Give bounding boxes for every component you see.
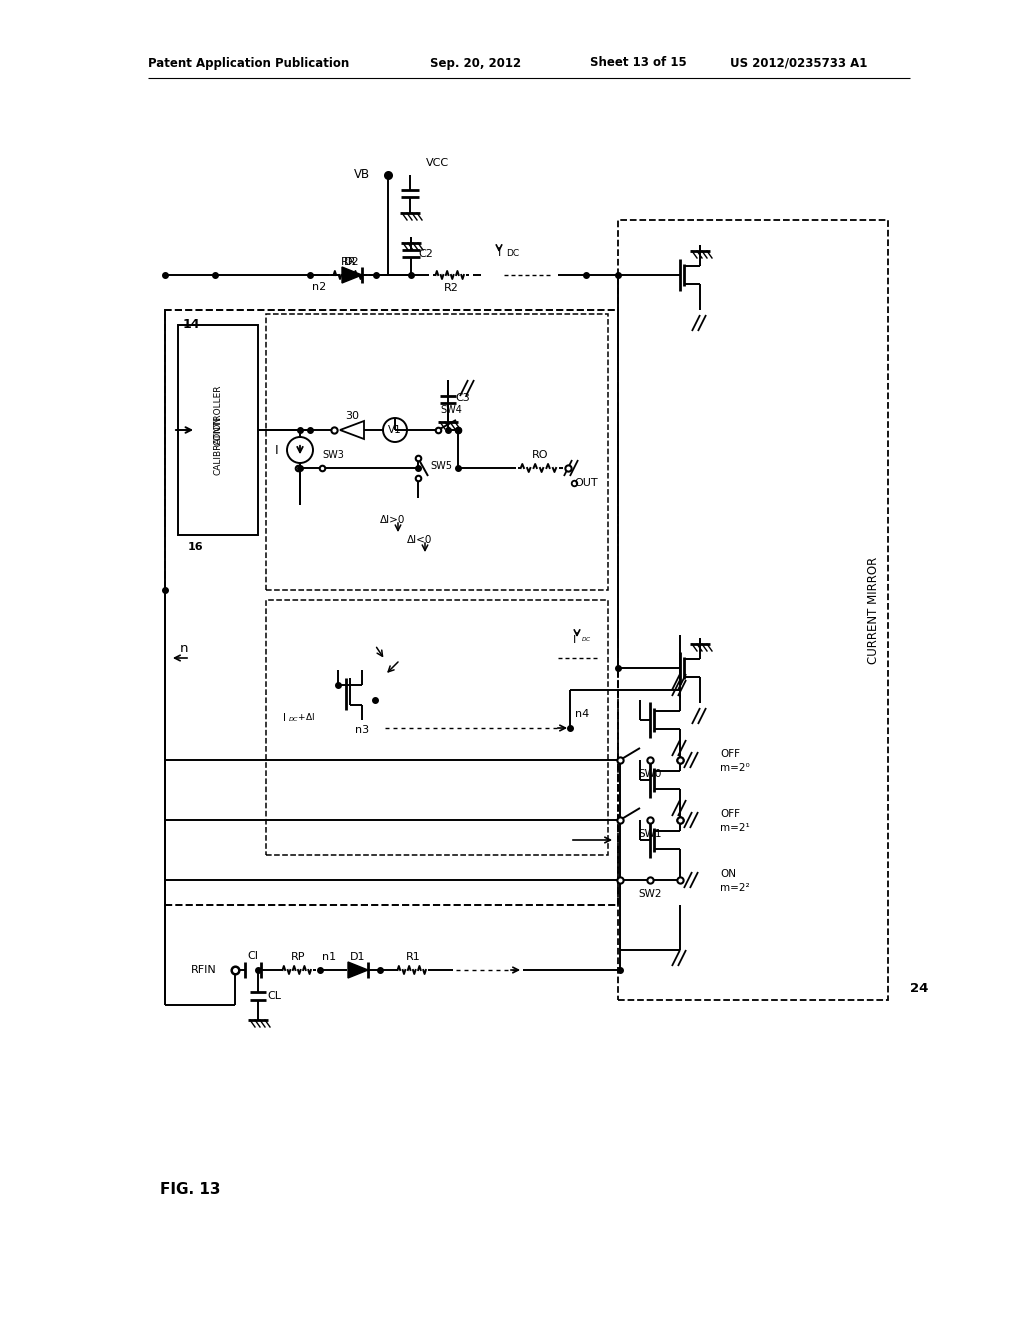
Text: RP: RP — [291, 952, 305, 962]
Text: CURRENT MIRROR: CURRENT MIRROR — [867, 556, 880, 664]
Bar — [178, 325, 258, 535]
Text: OUT: OUT — [574, 478, 598, 488]
Bar — [266, 314, 608, 590]
Text: 14: 14 — [183, 318, 201, 330]
Text: RO: RO — [531, 450, 548, 459]
Text: 16: 16 — [188, 543, 204, 552]
Text: FIG. 13: FIG. 13 — [160, 1183, 220, 1197]
Text: D2: D2 — [344, 257, 359, 267]
Text: I: I — [573, 635, 577, 645]
Text: Sheet 13 of 15: Sheet 13 of 15 — [590, 57, 687, 70]
Bar — [266, 601, 608, 855]
Text: 24: 24 — [910, 982, 929, 994]
Text: CONTROLLER: CONTROLLER — [213, 384, 222, 445]
Bar — [618, 220, 888, 1001]
Text: m=2⁰: m=2⁰ — [720, 763, 750, 774]
Text: RFIN: RFIN — [191, 965, 217, 975]
Text: m=2¹: m=2¹ — [720, 822, 750, 833]
Text: SW5: SW5 — [430, 461, 452, 471]
Text: US 2012/0235733 A1: US 2012/0235733 A1 — [730, 57, 867, 70]
Text: n4: n4 — [575, 709, 589, 719]
Text: CALIBRATION: CALIBRATION — [213, 416, 222, 475]
Text: Patent Application Publication: Patent Application Publication — [148, 57, 349, 70]
Text: m=2²: m=2² — [720, 883, 750, 894]
Text: n: n — [180, 642, 188, 655]
Text: SW1: SW1 — [638, 829, 662, 840]
Text: 30: 30 — [345, 411, 359, 421]
Text: I: I — [283, 713, 286, 723]
Text: n2: n2 — [312, 282, 327, 292]
Text: RR: RR — [341, 257, 356, 267]
Polygon shape — [348, 962, 368, 978]
Text: n3: n3 — [355, 725, 369, 735]
Text: ON: ON — [720, 869, 736, 879]
Text: ΔI<0: ΔI<0 — [408, 535, 433, 545]
Text: V1: V1 — [388, 425, 401, 436]
Text: OFF: OFF — [720, 748, 740, 759]
Bar — [165, 310, 618, 906]
Text: OFF: OFF — [720, 809, 740, 818]
Text: n1: n1 — [322, 952, 336, 962]
Text: VB: VB — [354, 169, 370, 181]
Text: I: I — [274, 444, 278, 457]
Text: SW4: SW4 — [440, 405, 462, 414]
Text: DC: DC — [506, 248, 519, 257]
Text: R1: R1 — [406, 952, 421, 962]
Text: CI: CI — [248, 950, 258, 961]
Text: I: I — [498, 248, 502, 257]
Text: SW3: SW3 — [322, 450, 344, 459]
Text: C2: C2 — [419, 249, 433, 259]
Text: C3: C3 — [456, 393, 470, 403]
Text: SW0: SW0 — [638, 770, 662, 779]
Text: CL: CL — [267, 991, 281, 1001]
Polygon shape — [342, 267, 362, 282]
Text: ΔI>0: ΔI>0 — [380, 515, 406, 525]
Text: $_{DC}$+ΔI: $_{DC}$+ΔI — [288, 711, 315, 725]
Text: VCC: VCC — [426, 158, 450, 168]
Text: D1: D1 — [350, 952, 366, 962]
Text: $_{DC}$: $_{DC}$ — [581, 635, 592, 644]
Text: R2: R2 — [443, 282, 459, 293]
Text: Sep. 20, 2012: Sep. 20, 2012 — [430, 57, 521, 70]
Text: SW2: SW2 — [638, 888, 662, 899]
